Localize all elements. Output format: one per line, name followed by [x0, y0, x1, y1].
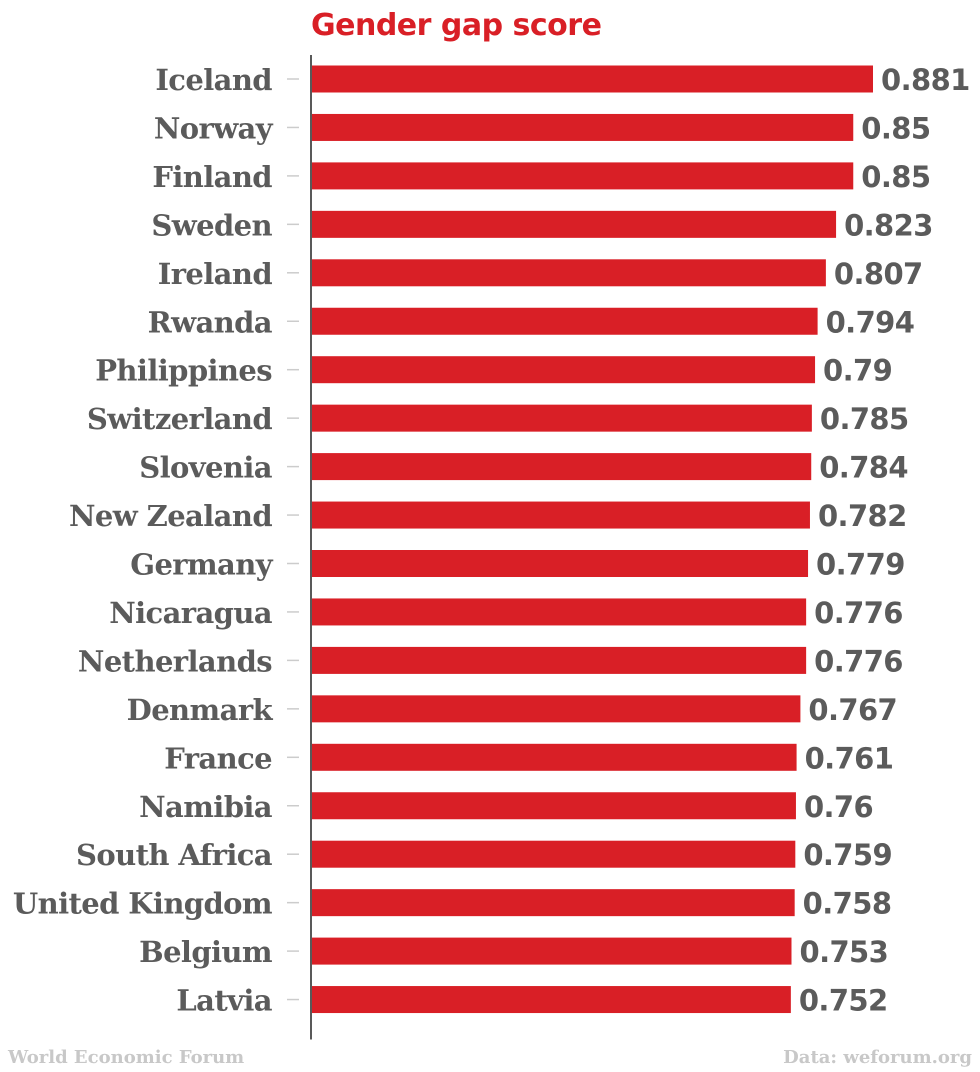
- category-label: United Kingdom: [13, 887, 273, 921]
- bar: [312, 307, 818, 335]
- bar: [312, 986, 791, 1014]
- bar: [312, 598, 807, 626]
- category-label: Ireland: [158, 257, 273, 291]
- category-label: Germany: [130, 548, 273, 582]
- value-label: 0.759: [803, 838, 892, 872]
- value-label: 0.767: [808, 693, 897, 727]
- value-label: 0.79: [823, 354, 892, 388]
- bar: [312, 743, 797, 771]
- category-label: Denmark: [127, 693, 274, 727]
- bar: [312, 937, 792, 965]
- bar: [312, 356, 816, 384]
- value-label: 0.776: [814, 596, 903, 630]
- category-label: Finland: [152, 160, 272, 194]
- value-label: 0.794: [826, 305, 915, 339]
- data-source: Data: weforum.org: [783, 1047, 972, 1068]
- category-label: Namibia: [139, 790, 273, 824]
- bar: [312, 889, 795, 917]
- category-label: New Zealand: [69, 499, 272, 533]
- category-label: Latvia: [176, 984, 272, 1018]
- category-label: Slovenia: [139, 451, 273, 485]
- bar: [312, 550, 809, 577]
- category-label: Belgium: [139, 935, 273, 969]
- value-label: 0.881: [881, 63, 970, 97]
- value-label: 0.785: [820, 402, 909, 436]
- bar: [312, 113, 854, 141]
- bar: [312, 453, 812, 481]
- value-label: 0.823: [844, 208, 933, 242]
- bar: [312, 259, 826, 287]
- bar-chart: Iceland 0.881 Norway 0.85 Finland 0.85 Sweden 0…: [13, 55, 970, 1040]
- value-label: 0.85: [861, 160, 930, 194]
- bar: [312, 162, 854, 190]
- value-label: 0.776: [814, 644, 903, 678]
- category-label: Rwanda: [148, 305, 273, 339]
- category-label: Netherlands: [78, 644, 272, 678]
- bar: [312, 65, 873, 93]
- value-label: 0.85: [861, 111, 930, 145]
- bar: [312, 695, 801, 723]
- value-label: 0.76: [804, 790, 873, 824]
- category-label: Sweden: [151, 208, 272, 242]
- bar: [312, 792, 796, 820]
- value-label: 0.807: [834, 257, 923, 291]
- bar: [312, 646, 807, 674]
- value-label: 0.782: [818, 499, 907, 533]
- category-label: Switzerland: [87, 402, 272, 436]
- source-credit: World Economic Forum: [8, 1047, 245, 1068]
- bar: [312, 501, 810, 529]
- bar: [312, 404, 812, 432]
- category-label: South Africa: [76, 838, 273, 872]
- value-label: 0.761: [805, 741, 894, 775]
- category-label: Norway: [154, 111, 274, 145]
- category-label: Philippines: [95, 354, 272, 388]
- chart-title: Gender gap score: [311, 8, 602, 43]
- value-label: 0.784: [819, 451, 908, 485]
- value-label: 0.752: [799, 984, 888, 1018]
- bar: [312, 210, 837, 238]
- category-label: Nicaragua: [109, 596, 273, 630]
- category-label: France: [164, 741, 272, 775]
- bar: [312, 840, 796, 868]
- value-label: 0.758: [803, 887, 892, 921]
- value-label: 0.779: [816, 548, 905, 582]
- category-label: Iceland: [155, 63, 272, 97]
- value-label: 0.753: [799, 935, 888, 969]
